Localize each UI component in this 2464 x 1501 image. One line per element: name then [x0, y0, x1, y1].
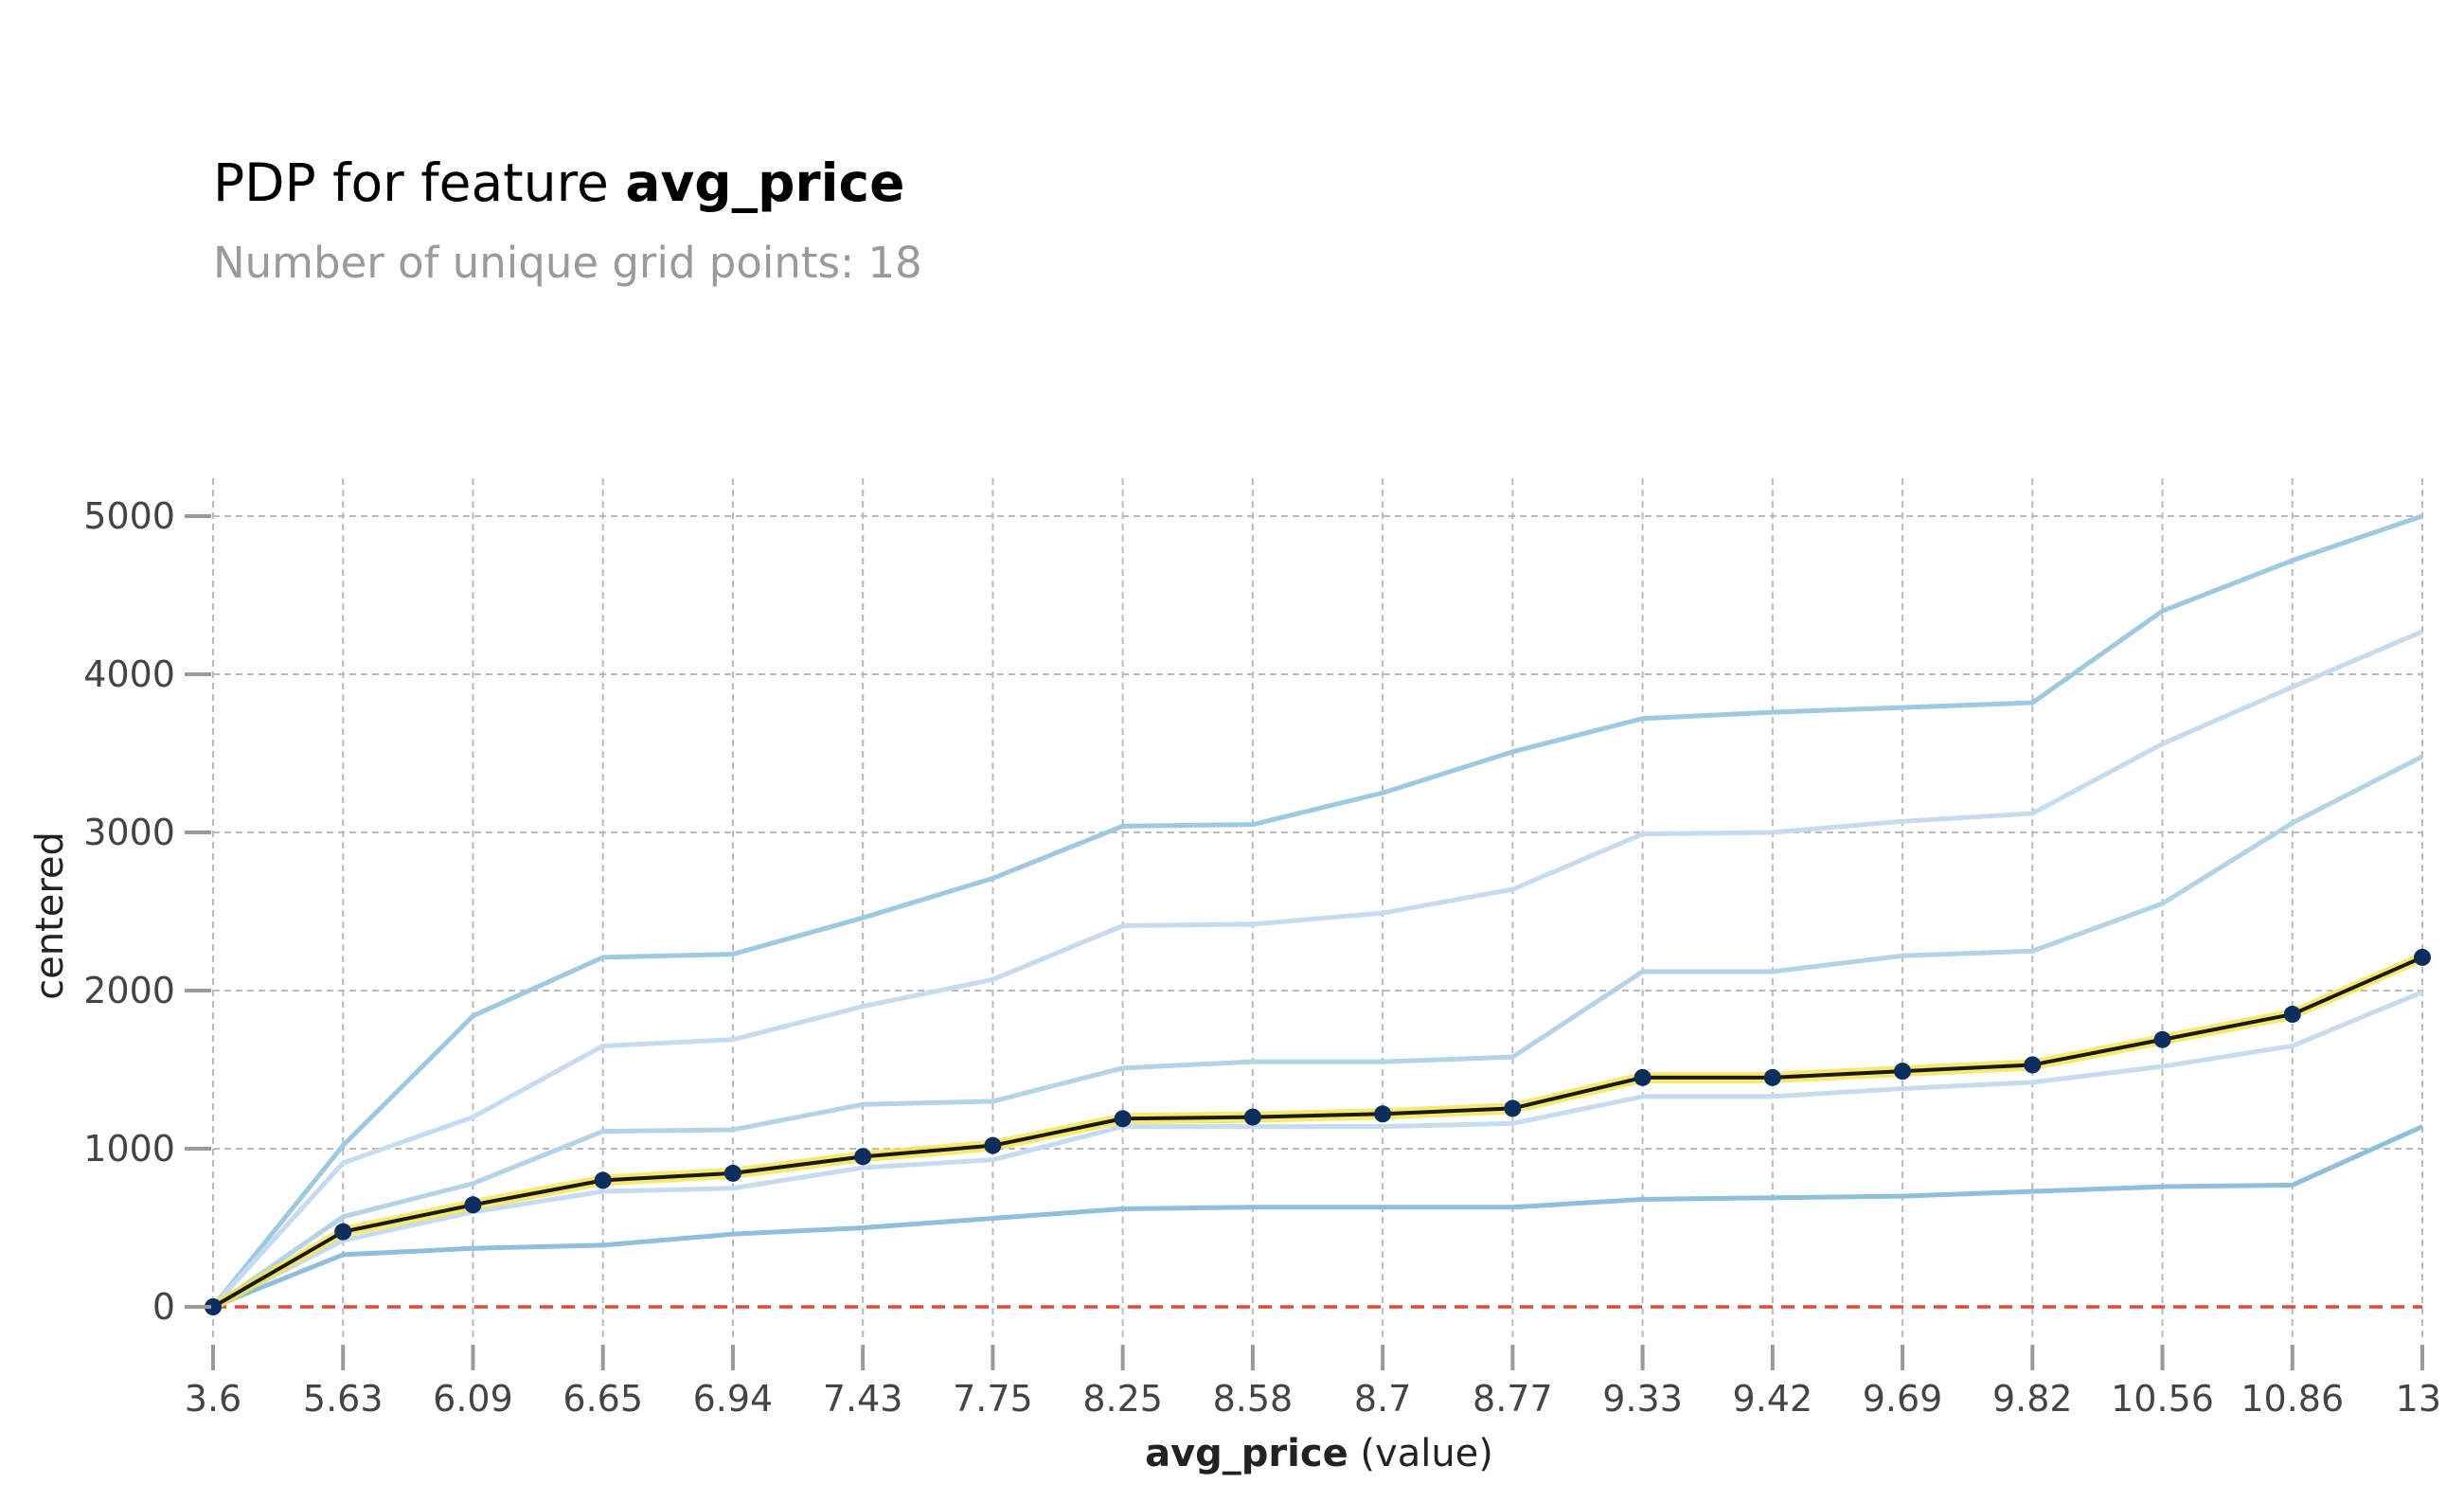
x-tick-label: 8.58 [1213, 1378, 1294, 1420]
pdp-point [2414, 948, 2431, 966]
x-tick-label: 10.86 [2241, 1378, 2344, 1420]
x-tick-label: 8.25 [1082, 1378, 1163, 1420]
pdp-point [334, 1223, 352, 1241]
y-tick-label: 2000 [83, 970, 175, 1011]
x-tick-label: 9.69 [1863, 1378, 1943, 1420]
pdp-point [1504, 1099, 1522, 1117]
x-tick-label: 9.33 [1602, 1378, 1683, 1420]
pdp-point [1374, 1105, 1392, 1123]
pdp-point [1763, 1068, 1781, 1086]
x-tick-label: 9.82 [1992, 1378, 2073, 1420]
y-axis-ticks: 0 1000 2000 3000 4000 5000 [83, 495, 211, 1328]
chart-subtitle: Number of unique grid points: 18 [213, 238, 922, 288]
x-tick-label: 5.63 [303, 1378, 384, 1420]
y-tick-label: 5000 [83, 495, 175, 537]
pdp-line [211, 956, 2423, 1309]
pdp-point [205, 1298, 222, 1315]
pdp-point [1894, 1063, 1912, 1081]
pdp-point [1634, 1068, 1652, 1086]
y-axis-label: centered [28, 831, 72, 1000]
chart-title-feature: avg_price [625, 152, 904, 213]
pdp-point [1243, 1108, 1261, 1126]
x-tick-label: 9.42 [1733, 1378, 1813, 1420]
y-tick-label: 1000 [83, 1128, 175, 1170]
pdp-point [1114, 1110, 1132, 1128]
pdp-average-line [205, 948, 2431, 1315]
pdp-point [984, 1136, 1002, 1154]
chart-title-prefix: PDP for feature [213, 152, 625, 213]
ice-line [211, 754, 2424, 1310]
pdp-point [2283, 1006, 2301, 1024]
ice-line [211, 629, 2423, 1309]
x-tick-label: 7.75 [953, 1378, 1033, 1420]
y-tick-label: 0 [152, 1286, 175, 1328]
ice-lines [211, 513, 2424, 1310]
chart-title: PDP for feature avg_price [213, 152, 904, 213]
x-tick-label: 10.56 [2111, 1378, 2214, 1420]
ice-line [211, 513, 2423, 1309]
x-axis-ticks: 3.6 5.63 6.09 6.65 6.94 7.43 7.75 8.25 8.58 8.7 8.… [185, 1345, 2441, 1420]
pdp-point [2153, 1030, 2171, 1048]
x-tick-label: 13 [2396, 1378, 2441, 1420]
pdp-point [464, 1196, 482, 1214]
y-tick-label: 3000 [83, 812, 175, 853]
x-tick-label: 6.65 [562, 1378, 643, 1420]
pdp-point [2024, 1056, 2042, 1074]
x-tick-label: 6.94 [693, 1378, 774, 1420]
y-tick-label: 4000 [83, 653, 175, 695]
ice-line [212, 1124, 2424, 1310]
x-tick-label: 6.09 [433, 1378, 513, 1420]
ice-line [211, 990, 2423, 1310]
x-axis-label: avg_price (value) [1145, 1432, 1493, 1475]
pdp-point [594, 1171, 612, 1189]
x-tick-label: 7.43 [823, 1378, 903, 1420]
x-tick-label: 3.6 [185, 1378, 241, 1420]
x-tick-label: 8.77 [1473, 1378, 1553, 1420]
x-axis-label-unit: (value) [1348, 1432, 1493, 1475]
x-axis-label-feature: avg_price [1145, 1432, 1348, 1475]
x-tick-label: 8.7 [1354, 1378, 1411, 1420]
pdp-point [854, 1148, 872, 1166]
pdp-confidence-band [213, 951, 2422, 1313]
pdp-point [723, 1164, 741, 1182]
grid-lines [212, 478, 2423, 1340]
